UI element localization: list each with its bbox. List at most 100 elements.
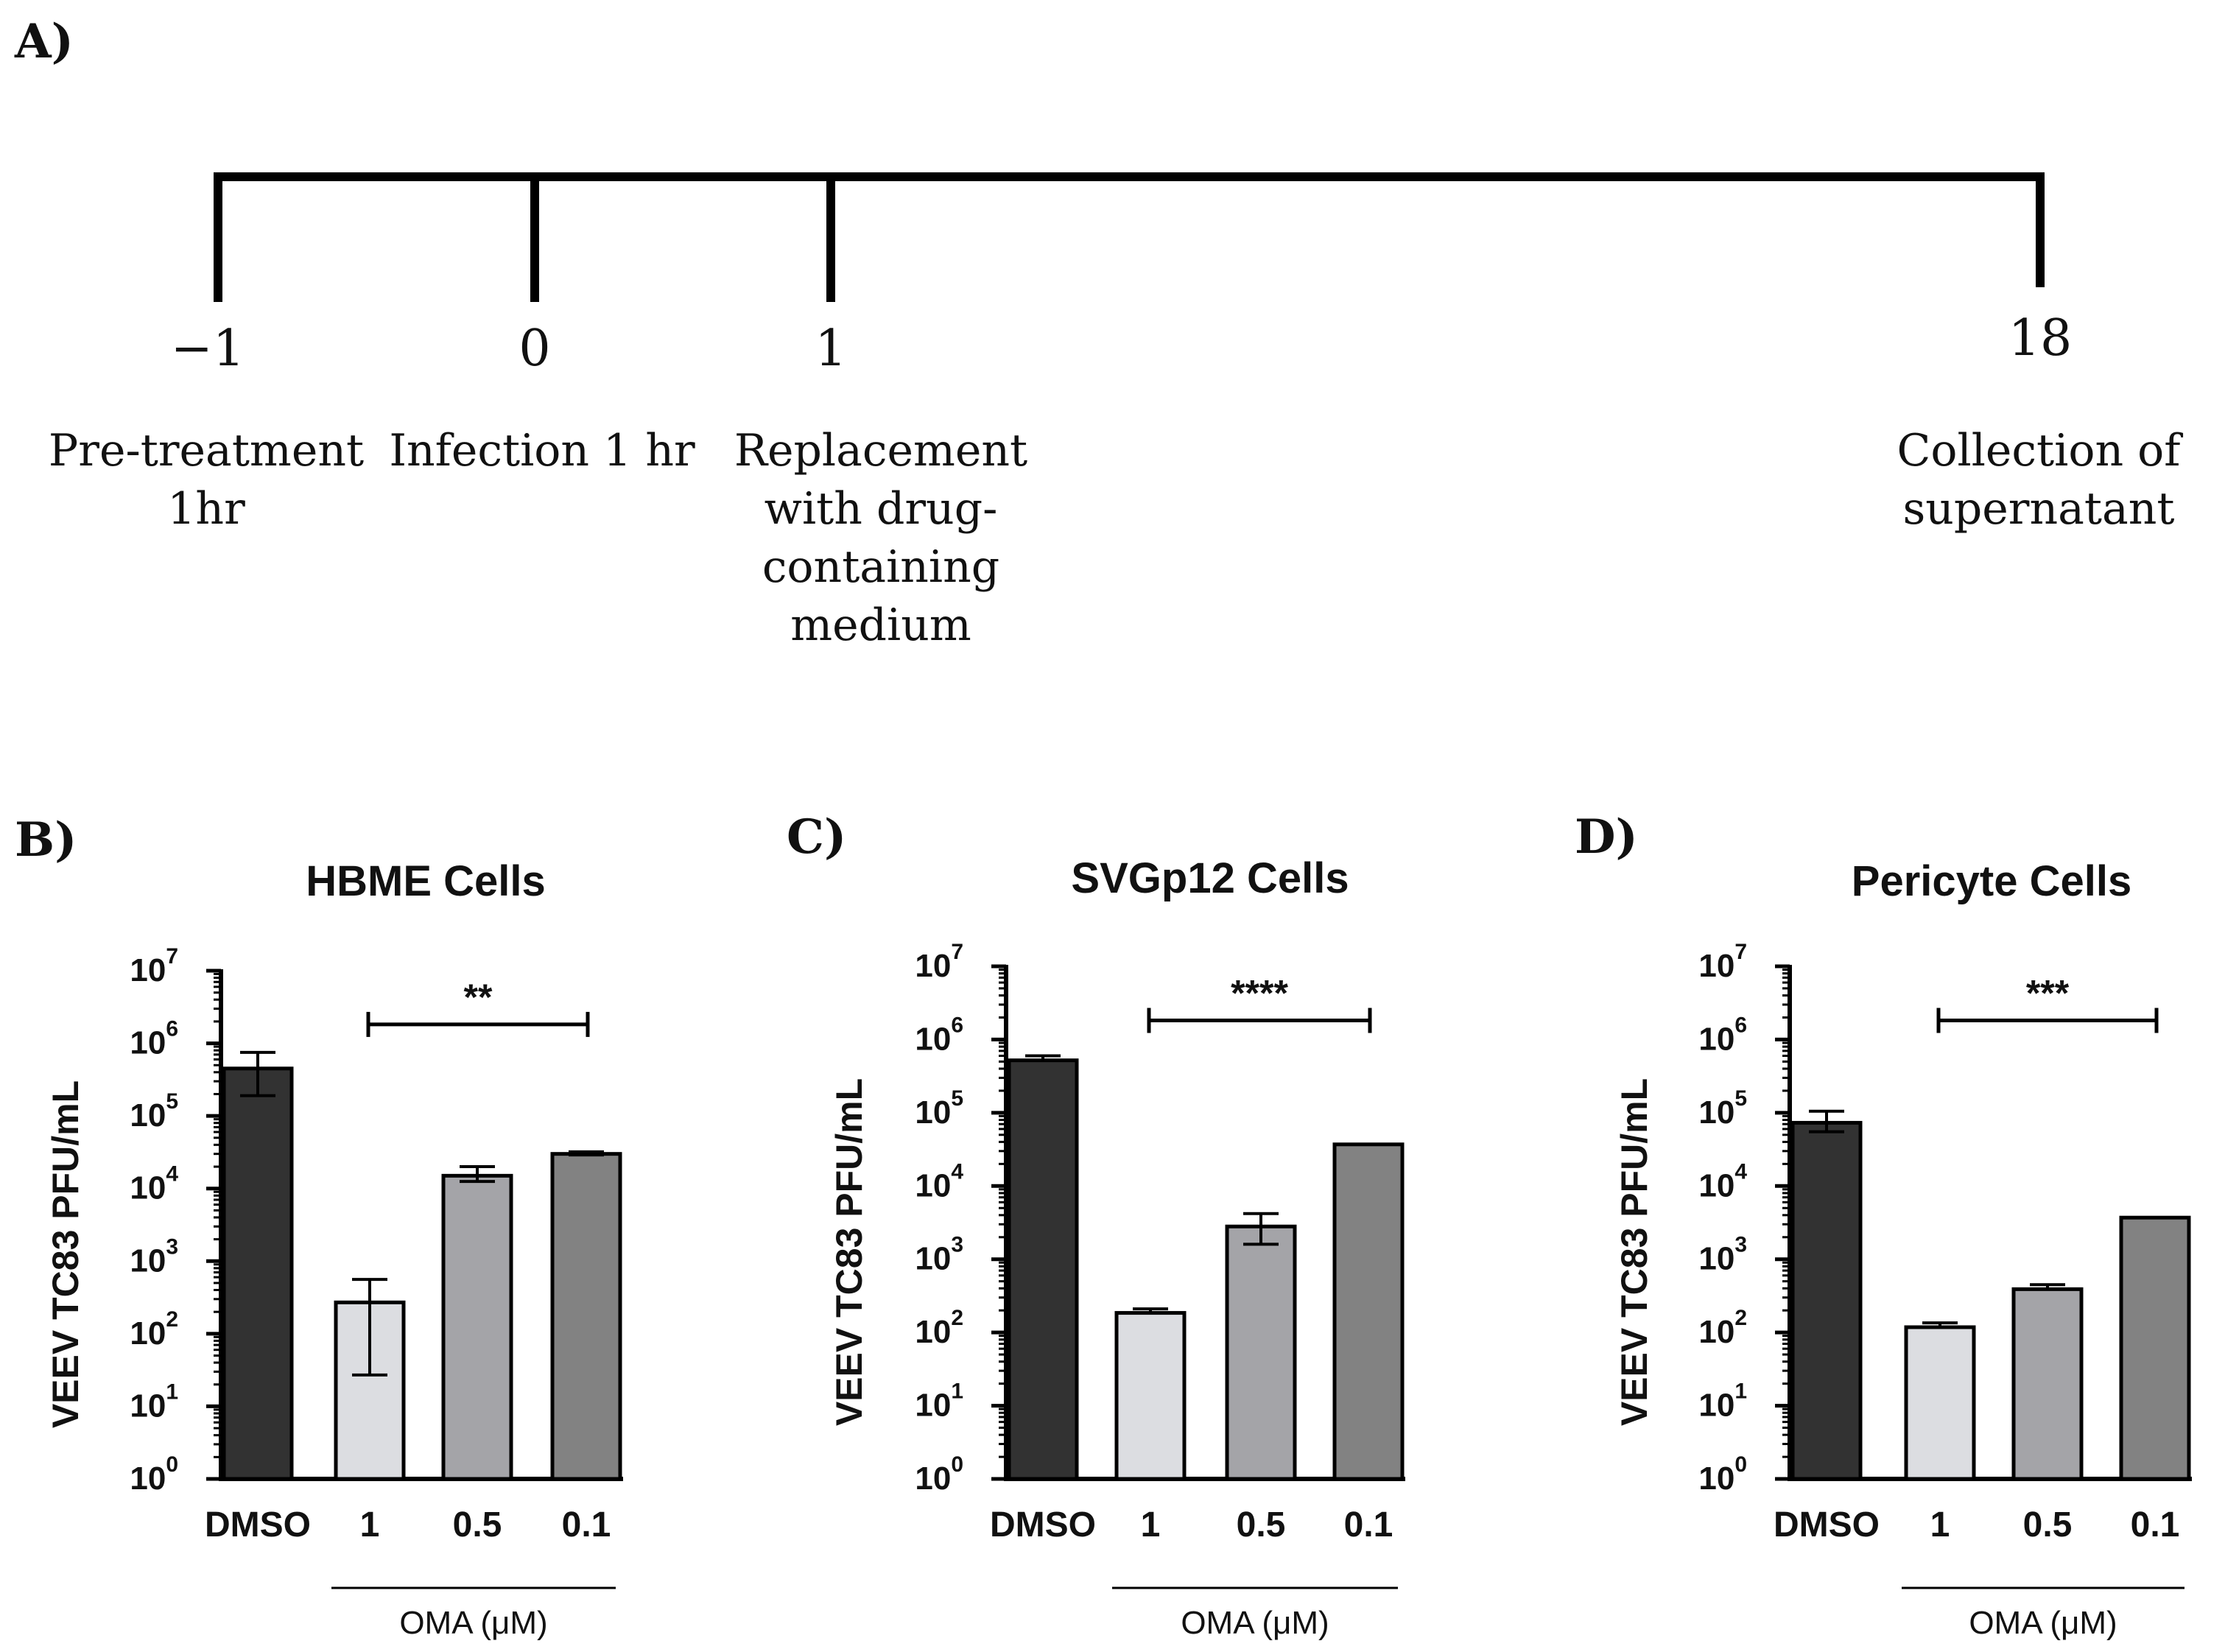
y-tick-label: 107 [915,940,963,984]
y-axis-label: VEEV TC83 PFU/mL [1614,1078,1655,1426]
y-tick-label: 104 [1698,1159,1747,1203]
y-tick-base: 10 [1698,1094,1734,1131]
y-tick-exponent: 0 [1734,1452,1747,1477]
timeline-time-label: 18 [2008,309,2073,368]
y-tick-base: 10 [915,1021,951,1057]
timeline-event-label: Pre-treatment [49,425,364,477]
x-tick-label: 0.5 [1237,1505,1286,1544]
y-tick-label: 106 [130,1017,178,1061]
y-tick-base: 10 [130,952,166,988]
panel-label-c: C) [787,809,846,865]
y-tick-exponent: 5 [1734,1086,1747,1111]
y-tick-base: 10 [1698,948,1734,984]
panel-label-d: D) [1575,809,1638,865]
y-tick-exponent: 7 [1734,940,1747,964]
bar-oma-0.1 [2119,1215,2191,1481]
bar-dmso [1007,1058,1079,1481]
bar-oma-1 [1904,1325,1976,1481]
x-tick-label: DMSO [205,1505,311,1544]
y-tick-label: 103 [130,1234,178,1279]
group-label: OMA (μM) [1181,1605,1329,1641]
y-tick-label: 102 [915,1306,963,1350]
timeline-event-label: Infection 1 hr [389,425,695,477]
x-tick-label: 1 [1930,1505,1950,1544]
chart-title: HBME Cells [306,857,546,905]
group-label: OMA (μM) [399,1605,547,1641]
x-tick-label: 0.1 [562,1505,611,1544]
y-tick-base: 10 [915,1461,951,1497]
y-tick-base: 10 [130,1242,166,1279]
y-tick-exponent: 4 [951,1159,963,1184]
timeline-event-label: 1hr [167,483,245,535]
y-tick-base: 10 [915,1388,951,1424]
x-tick-label: DMSO [990,1505,1096,1544]
significance-stars: **** [1231,972,1288,1013]
y-tick-base: 10 [130,1388,166,1424]
y-tick-label: 107 [130,944,178,988]
y-tick-exponent: 1 [166,1379,178,1404]
y-tick-label: 104 [130,1162,178,1206]
y-tick-base: 10 [915,1094,951,1131]
y-tick-label: 103 [1698,1233,1747,1277]
y-tick-exponent: 7 [951,940,963,964]
timeline-time-label: 1 [815,320,846,378]
y-tick-base: 10 [130,1170,166,1206]
panel-label-b: B) [15,812,77,868]
y-axis-label: VEEV TC83 PFU/mL [45,1080,86,1428]
timeline-time-label: −1 [171,320,245,378]
y-tick-base: 10 [130,1315,166,1352]
y-tick-label: 105 [130,1089,178,1133]
y-tick-label: 100 [1698,1452,1747,1497]
x-tick-label: 0.1 [2131,1505,2180,1544]
y-tick-exponent: 4 [1734,1159,1747,1184]
y-tick-exponent: 5 [951,1086,963,1111]
y-tick-exponent: 2 [951,1306,963,1330]
timeline-event-label: supernatant [1902,483,2174,535]
panel-label-a: A) [14,14,74,69]
y-tick-label: 101 [130,1379,178,1424]
bar-oma-0.5 [441,1173,513,1481]
y-tick-label: 107 [1698,940,1747,984]
y-tick-label: 104 [915,1159,963,1203]
y-tick-exponent: 6 [166,1017,178,1041]
timeline-event-label: medium [790,600,971,651]
y-tick-label: 100 [130,1452,178,1497]
y-tick-base: 10 [1698,1388,1734,1424]
y-tick-label: 106 [915,1013,963,1057]
x-tick-label: 1 [1141,1505,1161,1544]
y-tick-base: 10 [130,1461,166,1497]
x-tick-label: 0.1 [1344,1505,1393,1544]
y-tick-base: 10 [1698,1241,1734,1277]
x-tick-label: 0.5 [2023,1505,2073,1544]
y-tick-exponent: 1 [951,1379,963,1404]
y-tick-base: 10 [1698,1461,1734,1497]
y-tick-exponent: 0 [166,1452,178,1477]
y-tick-label: 101 [1698,1379,1747,1424]
bar-dmso [222,1066,294,1481]
y-tick-base: 10 [130,1097,166,1133]
bar-oma-0.5 [2011,1287,2084,1481]
y-tick-base: 10 [1698,1021,1734,1057]
y-tick-label: 105 [915,1086,963,1131]
y-tick-exponent: 6 [1734,1013,1747,1037]
y-tick-exponent: 6 [951,1013,963,1037]
timeline-event-label: Collection of [1897,425,2184,477]
x-tick-label: 1 [360,1505,380,1544]
y-tick-exponent: 2 [166,1307,178,1332]
chart-title: SVGp12 Cells [1071,854,1349,902]
group-label: OMA (μM) [1969,1605,2117,1641]
bar-oma-0.5 [1225,1224,1297,1481]
y-tick-base: 10 [915,948,951,984]
x-tick-label: 0.5 [453,1505,502,1544]
y-tick-base: 10 [915,1241,951,1277]
timeline-event-label: containing [762,541,999,593]
y-tick-label: 103 [915,1233,963,1277]
y-tick-exponent: 1 [1734,1379,1747,1404]
y-tick-base: 10 [1698,1314,1734,1350]
y-tick-base: 10 [915,1314,951,1350]
y-tick-base: 10 [915,1167,951,1203]
bar-dmso [1790,1120,1863,1481]
